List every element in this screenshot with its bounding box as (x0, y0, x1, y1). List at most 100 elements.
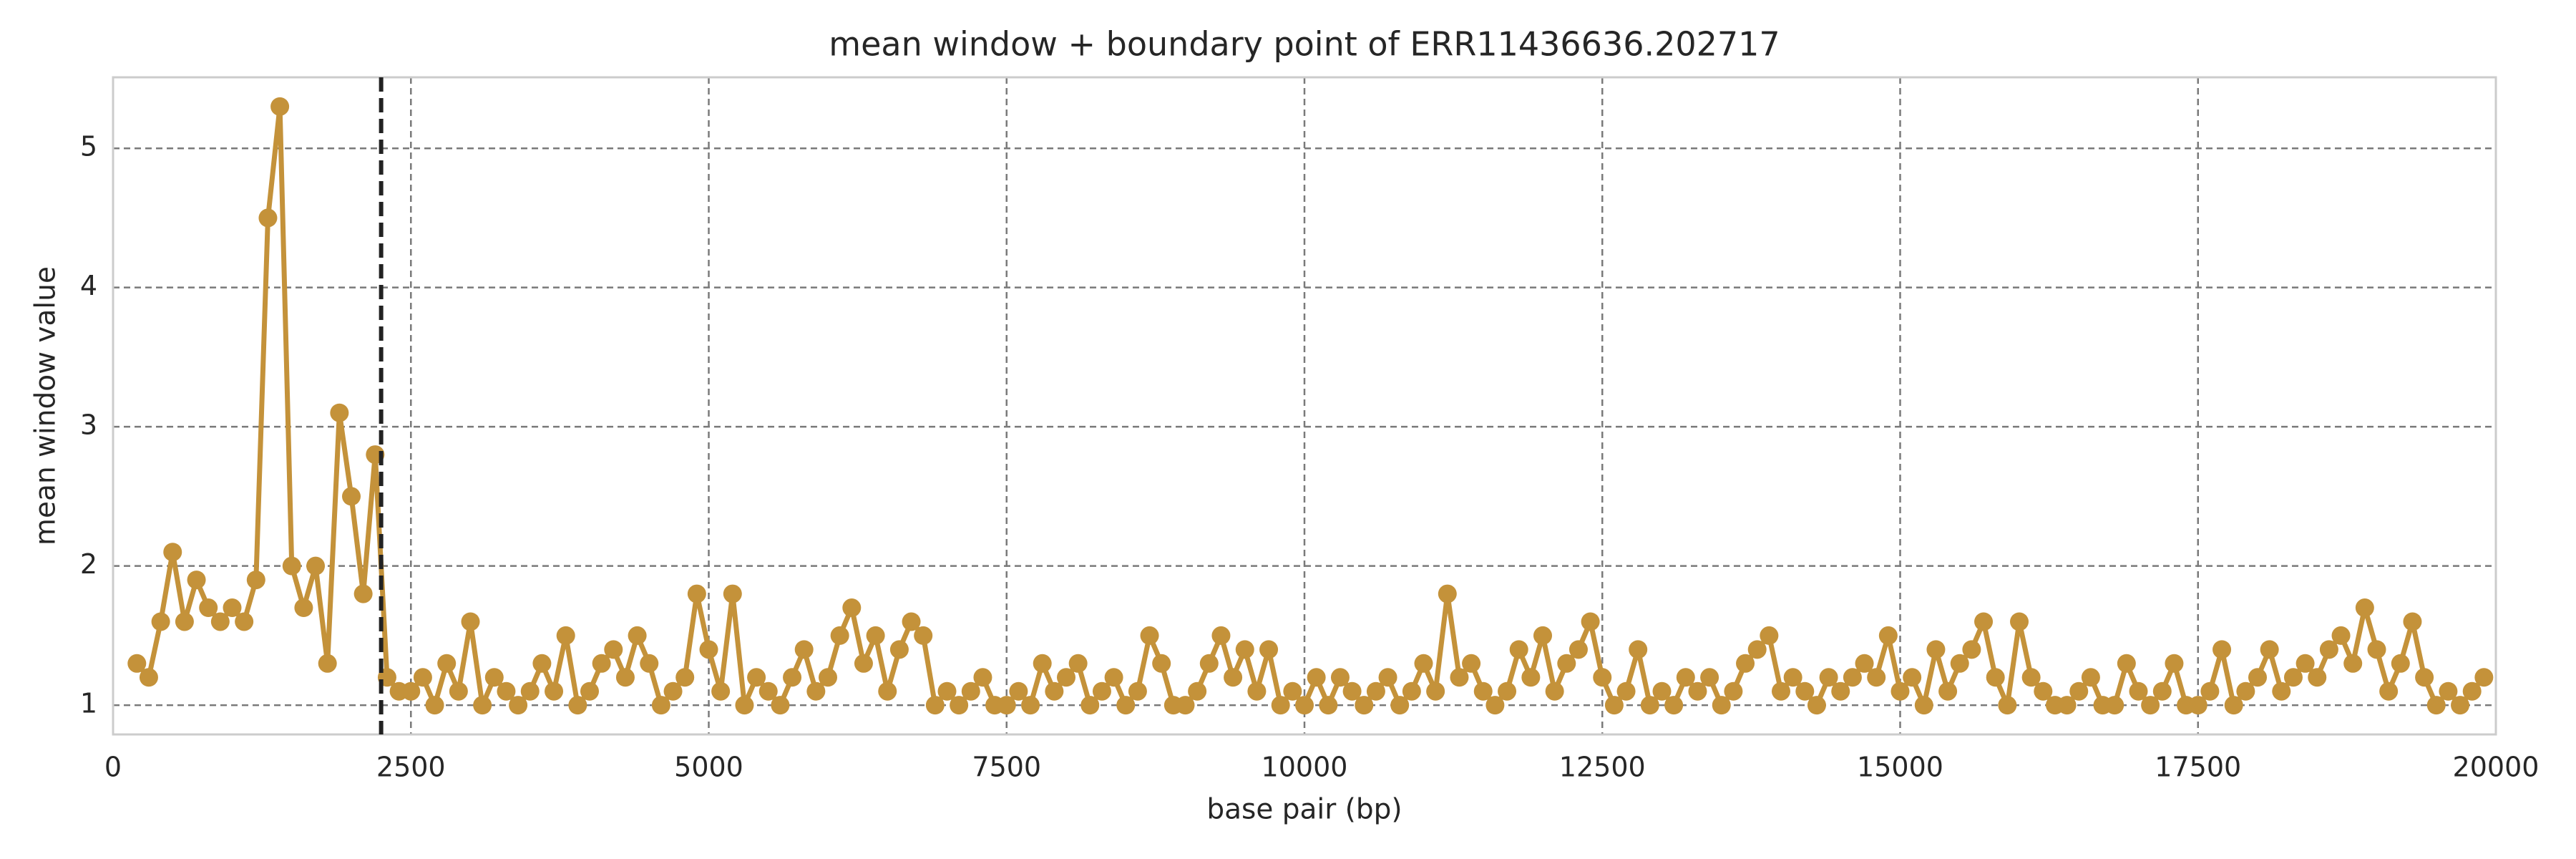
x-tick-label: 15000 (1857, 752, 1943, 783)
data-point (1140, 626, 1159, 645)
data-point (2105, 696, 2124, 715)
data-point (2200, 681, 2220, 701)
data-point (1760, 626, 1779, 645)
data-point (1890, 681, 1910, 701)
data-point (1211, 626, 1231, 645)
data-point (270, 97, 290, 116)
y-tick-label: 3 (80, 409, 97, 441)
data-point (735, 696, 754, 715)
data-point (771, 696, 790, 715)
data-point (580, 681, 599, 701)
data-point (282, 556, 301, 576)
data-point (1224, 668, 1243, 687)
data-point (497, 681, 516, 701)
data-point (127, 654, 147, 673)
y-tick-label: 4 (80, 270, 97, 301)
x-tick-label: 0 (104, 752, 122, 783)
data-point (1855, 654, 1874, 673)
data-point (878, 681, 897, 701)
data-point (163, 543, 182, 562)
data-point (1509, 640, 1528, 659)
data-point (2403, 612, 2422, 631)
data-point (1962, 640, 1981, 659)
data-point (1485, 696, 1505, 715)
data-point (1521, 668, 1541, 687)
y-tick-label: 2 (80, 548, 97, 580)
data-point (1104, 668, 1123, 687)
plot-frame (112, 76, 2497, 736)
data-point (961, 681, 980, 701)
data-point (2141, 696, 2160, 715)
data-point (1402, 681, 1421, 701)
data-point (1247, 681, 1267, 701)
data-point (2272, 681, 2291, 701)
data-point (1152, 654, 1171, 673)
x-tick-label: 7500 (972, 752, 1041, 783)
data-point (1045, 681, 1064, 701)
data-point (794, 640, 814, 659)
data-point (1188, 681, 1207, 701)
data-point (1450, 668, 1469, 687)
data-point (1938, 681, 1958, 701)
data-point (235, 612, 254, 631)
data-point (1998, 696, 2017, 715)
data-point (1116, 696, 1136, 715)
x-tick-label: 20000 (2453, 752, 2540, 783)
data-point (2451, 696, 2470, 715)
data-point (914, 626, 933, 645)
data-point (819, 668, 837, 687)
data-point (1903, 668, 1922, 687)
data-point (2117, 654, 2136, 673)
data-point (687, 584, 706, 603)
data-point (318, 654, 337, 673)
data-point (1545, 681, 1564, 701)
data-point (2248, 668, 2267, 687)
data-point (2391, 654, 2410, 673)
data-point (1080, 696, 1100, 715)
data-point (2308, 668, 2327, 687)
data-point (199, 598, 218, 618)
data-point (651, 696, 670, 715)
data-point (1414, 654, 1433, 673)
data-point (473, 696, 492, 715)
data-point (2165, 654, 2184, 673)
data-point (604, 640, 623, 659)
data-point (2152, 681, 2172, 701)
data-point (615, 668, 635, 687)
data-point (2021, 668, 2041, 687)
data-point (175, 612, 194, 631)
data-point (509, 696, 528, 715)
data-point (210, 612, 230, 631)
data-point (353, 584, 373, 603)
data-point (997, 696, 1016, 715)
x-tick-label: 2500 (376, 752, 446, 783)
data-point (1867, 668, 1886, 687)
data-point (258, 208, 278, 228)
data-point (520, 681, 540, 701)
data-point (1843, 668, 1862, 687)
data-point (1342, 681, 1362, 701)
data-point (628, 626, 647, 645)
data-point (592, 654, 611, 673)
data-point (1533, 626, 1552, 645)
data-point (2057, 696, 2077, 715)
data-point (1652, 681, 1672, 701)
data-point (2212, 640, 2232, 659)
data-point (640, 654, 659, 673)
data-point (711, 681, 731, 701)
data-point (568, 696, 587, 715)
data-point (2236, 681, 2255, 701)
chart-title: mean window + boundary point of ERR11436… (829, 25, 1780, 64)
data-point (330, 403, 349, 422)
data-point (866, 626, 885, 645)
data-point (1688, 681, 1707, 701)
x-tick-label: 5000 (674, 752, 743, 783)
data-point (1021, 696, 1040, 715)
data-point (461, 612, 480, 631)
data-point (830, 626, 849, 645)
data-point (1926, 640, 1946, 659)
data-point (1473, 681, 1493, 701)
data-point (1795, 681, 1815, 701)
data-point (1033, 654, 1052, 673)
data-point (413, 668, 432, 687)
